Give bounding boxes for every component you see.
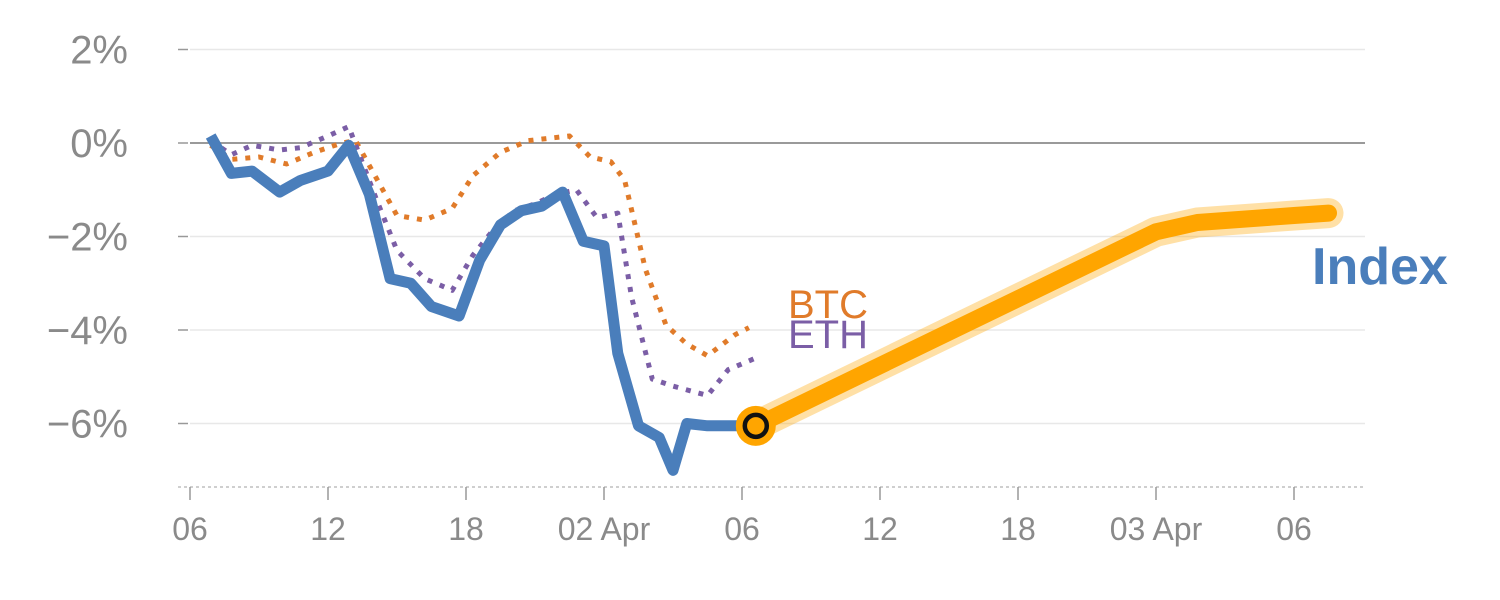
x-tick-label: 18 [1000, 511, 1036, 547]
x-tick-label: 02 Apr [558, 511, 651, 547]
projection-line [747, 204, 1337, 435]
current-point-marker-outer [735, 405, 776, 446]
current-point-marker-ring [742, 412, 770, 440]
series-label-index: Index [1312, 238, 1448, 296]
y-axis: 2% 0% −2% −4% −6% [47, 29, 188, 447]
y-tick-label: −6% [47, 403, 128, 447]
x-tick-label: 06 [1276, 511, 1312, 547]
x-tick-label: 06 [724, 511, 760, 547]
series-line-eth [209, 124, 757, 398]
series-label-eth: ETH [788, 313, 868, 357]
x-tick-label: 12 [310, 511, 346, 547]
x-tick-label: 06 [172, 511, 208, 547]
x-tick-label: 03 Apr [1110, 511, 1203, 547]
y-tick-label: 2% [70, 29, 128, 73]
y-tick-label: −4% [47, 309, 128, 353]
series-label-btc: BTC [788, 283, 868, 327]
x-tick-label: 12 [862, 511, 898, 547]
y-tick-label: −2% [47, 216, 128, 260]
y-tick-label: 0% [70, 122, 128, 166]
series-lines [205, 124, 1344, 476]
x-tick-label: 18 [448, 511, 484, 547]
series-line-index [205, 133, 742, 476]
x-axis: 06 12 18 02 Apr 06 12 18 03 Apr 06 [172, 486, 1365, 547]
series-labels: BTC ETH Index [788, 238, 1448, 357]
